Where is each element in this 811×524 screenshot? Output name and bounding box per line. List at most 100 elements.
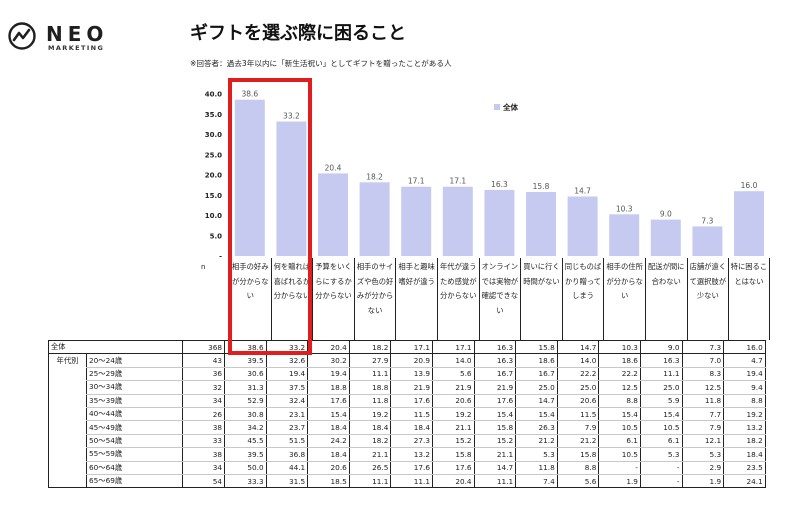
table-cell: 45～49歳 xyxy=(86,420,183,435)
table-row: 45～49歳 38 34.2 23.7 18.4 18.4 18.4 21.1 15.8 26.3… xyxy=(48,420,766,435)
table-cell: 38 xyxy=(182,420,225,435)
table-cell: 33 xyxy=(182,434,225,449)
category-label: 特に困ることはない xyxy=(728,258,770,340)
table-cell: 11.5 xyxy=(390,407,433,422)
table-cell: 9.4 xyxy=(723,380,766,395)
bar-value-label: 10.3 xyxy=(616,204,633,213)
table-cell: 11.1 xyxy=(639,367,683,382)
table-cell: 13.2 xyxy=(723,420,766,435)
table-cell: 34 xyxy=(182,461,225,475)
bar-value-label: 7.3 xyxy=(701,216,713,225)
table-cell: 21.9 xyxy=(390,380,433,395)
table-cell: 36.8 xyxy=(265,447,308,462)
table-cell: 7.0 xyxy=(681,353,724,368)
table-row: 35～39歳 34 52.9 32.4 17.6 11.8 17.6 20.6 17.6 14.7… xyxy=(48,394,766,408)
table-cell xyxy=(48,447,87,462)
table-cell: 38 xyxy=(182,447,225,462)
table-cell: 23.5 xyxy=(723,461,766,475)
table-cell: 54 xyxy=(182,474,225,489)
legend: 全体 xyxy=(494,102,518,112)
table-cell: 8.3 xyxy=(681,367,724,382)
table-cell: 25.0 xyxy=(515,380,558,395)
table-cell: 19.2 xyxy=(431,407,475,422)
table-cell: 19.4 xyxy=(307,367,350,382)
table-cell: 5.3 xyxy=(639,447,683,462)
bar xyxy=(318,173,348,256)
table-cell: 21.2 xyxy=(556,434,599,449)
bar-value-label: 16.3 xyxy=(491,180,508,189)
table-cell: 22.2 xyxy=(556,367,599,382)
table-cell: 6.1 xyxy=(639,434,683,449)
table-cell: 27.9 xyxy=(348,353,391,368)
table-cell: 19.4 xyxy=(265,367,308,382)
bar-value-label: 17.1 xyxy=(449,177,466,186)
table-cell: 12.5 xyxy=(681,380,724,395)
category-label: 買いに行く時間がない xyxy=(520,258,562,340)
bar xyxy=(442,186,473,256)
table-cell: 36 xyxy=(182,367,225,382)
bars-group: 38.6 33.2 20.4 18.2 17.1 17.1 16.3 15.8 14.7 10.3… xyxy=(234,90,764,256)
table-cell: - xyxy=(639,474,683,489)
table-cell: 21.9 xyxy=(473,380,516,395)
table-cell: 17.6 xyxy=(473,394,516,408)
bar xyxy=(401,186,432,256)
table-cell: 10.5 xyxy=(598,420,641,435)
table-cell: 30～34歳 xyxy=(86,380,183,395)
table-cell: 32.4 xyxy=(265,394,308,408)
table-cell: 32 xyxy=(182,380,225,395)
table-cell: 16.7 xyxy=(473,367,516,382)
table-cell: 9.0 xyxy=(639,339,683,355)
table-cell: 39.5 xyxy=(224,353,267,368)
table-cell: 15.4 xyxy=(639,407,683,422)
table-cell: 18.8 xyxy=(348,380,391,395)
table-cell: 15.8 xyxy=(431,447,475,462)
table-cell: 14.7 xyxy=(473,461,516,475)
y-axis: 40.0 35.0 30.0 25.0 20.0 15.0 10.0 5.0 - xyxy=(205,91,222,261)
table-cell: 5.6 xyxy=(431,367,475,382)
table-row: 60～64歳 34 50.0 44.1 20.6 26.5 17.6 17.6 14.7 11.8… xyxy=(48,461,766,475)
table-cell: 34.2 xyxy=(224,420,267,435)
table-cell: 18.4 xyxy=(348,420,391,435)
table-cell: 11.1 xyxy=(473,474,516,489)
table-cell: 10.5 xyxy=(598,447,641,462)
table-cell: 43 xyxy=(182,353,225,368)
bar-value-label: 33.2 xyxy=(283,112,300,121)
table-cell: 35～39歳 xyxy=(86,394,183,408)
y-tick-label: 35.0 xyxy=(205,111,222,119)
table-cell: 20.4 xyxy=(307,339,350,355)
table-cell: 16.7 xyxy=(515,367,558,382)
table-cell: 7.3 xyxy=(681,339,724,355)
table-cell: 20.6 xyxy=(556,394,599,408)
table-row: 55～59歳 38 39.5 36.8 18.4 21.1 13.2 15.8 21.1 5.3 1… xyxy=(48,447,766,462)
table-cell xyxy=(48,474,87,489)
category-label: 予算をいくらにするか分からない xyxy=(312,258,354,340)
table-cell: 60～64歳 xyxy=(86,461,183,475)
table-cell: 5.6 xyxy=(556,474,599,489)
table-cell: 23.1 xyxy=(265,407,308,422)
table-cell: 18.6 xyxy=(515,353,558,368)
table-cell: 7.7 xyxy=(681,407,724,422)
table-cell: 11.5 xyxy=(556,407,599,422)
table-cell: 4.7 xyxy=(723,353,766,368)
chart-title: ギフトを選ぶ際に困ること xyxy=(190,23,406,44)
table-cell: 30.2 xyxy=(307,353,350,368)
table-cell: 26.3 xyxy=(515,420,558,435)
table-cell: 11.1 xyxy=(348,474,391,489)
bar-value-label: 9.0 xyxy=(660,210,672,219)
bar xyxy=(734,191,764,256)
table-cell: 25.0 xyxy=(639,380,683,395)
table-cell: 33.3 xyxy=(224,474,267,489)
table-cell: 31.3 xyxy=(224,380,267,395)
legend-label: 全体 xyxy=(502,102,518,112)
table-cell: 15.4 xyxy=(598,407,641,422)
y-tick-label: 40.0 xyxy=(205,91,222,99)
table-cell: 12.5 xyxy=(598,380,641,395)
table-cell: 13.9 xyxy=(390,367,433,382)
table-cell: 21.1 xyxy=(348,447,391,462)
table-cell: 17.6 xyxy=(307,394,350,408)
table-cell: 18.2 xyxy=(723,434,766,449)
table-cell: 1.9 xyxy=(598,474,641,489)
logo-name: NEO xyxy=(46,22,109,46)
bar-value-label: 17.1 xyxy=(408,177,425,186)
table-cell: 18.5 xyxy=(307,474,350,489)
